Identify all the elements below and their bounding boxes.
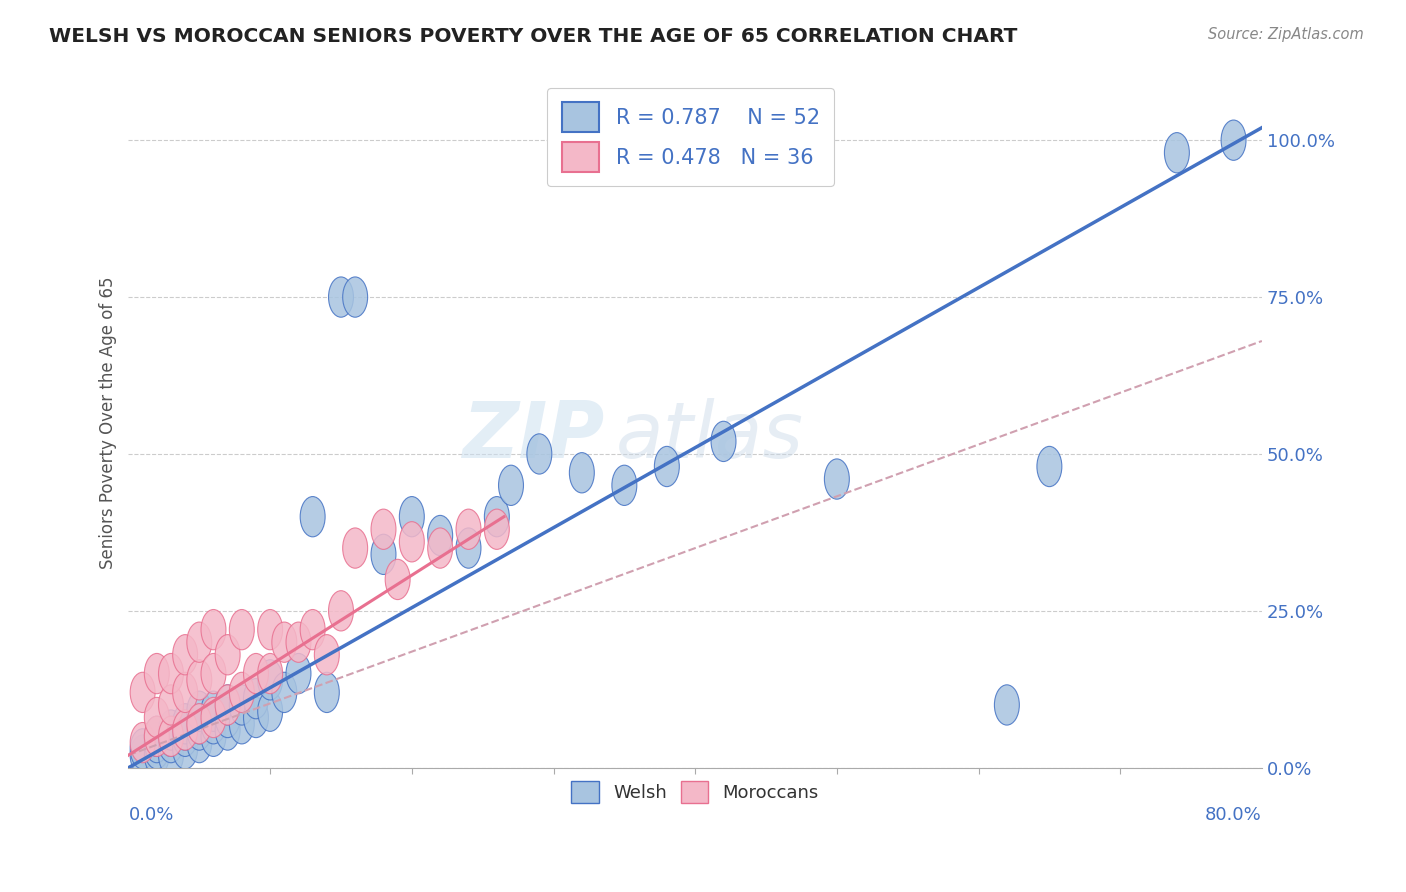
Ellipse shape [145,735,169,775]
Ellipse shape [229,673,254,713]
Ellipse shape [229,685,254,725]
Ellipse shape [173,710,198,750]
Ellipse shape [201,698,226,738]
Ellipse shape [229,609,254,649]
Ellipse shape [187,691,212,731]
Ellipse shape [173,710,198,750]
Ellipse shape [1164,133,1189,173]
Ellipse shape [187,723,212,763]
Ellipse shape [301,497,325,537]
Y-axis label: Seniors Poverty Over the Age of 65: Seniors Poverty Over the Age of 65 [100,277,117,569]
Ellipse shape [1036,446,1062,487]
Text: atlas: atlas [616,399,804,475]
Ellipse shape [201,654,226,694]
Ellipse shape [315,634,339,675]
Ellipse shape [201,704,226,744]
Ellipse shape [173,634,198,675]
Ellipse shape [159,723,183,763]
Ellipse shape [187,704,212,744]
Ellipse shape [285,654,311,694]
Ellipse shape [485,509,509,549]
Ellipse shape [257,654,283,694]
Ellipse shape [399,497,425,537]
Ellipse shape [257,660,283,700]
Ellipse shape [159,735,183,775]
Ellipse shape [187,622,212,663]
Ellipse shape [456,528,481,568]
Ellipse shape [427,528,453,568]
Ellipse shape [187,660,212,700]
Ellipse shape [215,685,240,725]
Text: Source: ZipAtlas.com: Source: ZipAtlas.com [1208,27,1364,42]
Ellipse shape [243,679,269,719]
Ellipse shape [569,452,595,493]
Ellipse shape [173,673,198,713]
Ellipse shape [243,698,269,738]
Ellipse shape [145,716,169,756]
Ellipse shape [824,458,849,500]
Ellipse shape [243,654,269,694]
Text: ZIP: ZIP [463,399,605,475]
Ellipse shape [257,691,283,731]
Ellipse shape [159,654,183,694]
Ellipse shape [215,698,240,738]
Ellipse shape [229,704,254,744]
Ellipse shape [271,622,297,663]
Ellipse shape [385,559,411,599]
Ellipse shape [456,509,481,549]
Legend: Welsh, Moroccans: Welsh, Moroccans [564,774,827,811]
Ellipse shape [159,716,183,756]
Ellipse shape [711,421,735,461]
Ellipse shape [159,716,183,756]
Ellipse shape [187,704,212,744]
Ellipse shape [271,673,297,713]
Ellipse shape [131,673,155,713]
Ellipse shape [173,716,198,756]
Ellipse shape [215,685,240,725]
Ellipse shape [427,516,453,556]
Ellipse shape [612,466,637,506]
Ellipse shape [371,534,396,574]
Ellipse shape [159,710,183,750]
Ellipse shape [499,466,523,506]
Ellipse shape [131,729,155,769]
Ellipse shape [145,698,169,738]
Ellipse shape [145,654,169,694]
Ellipse shape [201,716,226,756]
Ellipse shape [1220,120,1246,161]
Ellipse shape [994,685,1019,725]
Ellipse shape [187,710,212,750]
Ellipse shape [131,735,155,775]
Ellipse shape [399,522,425,562]
Text: WELSH VS MOROCCAN SENIORS POVERTY OVER THE AGE OF 65 CORRELATION CHART: WELSH VS MOROCCAN SENIORS POVERTY OVER T… [49,27,1018,45]
Ellipse shape [159,685,183,725]
Ellipse shape [343,528,367,568]
Text: 80.0%: 80.0% [1205,805,1263,823]
Ellipse shape [301,609,325,649]
Ellipse shape [145,716,169,756]
Ellipse shape [173,704,198,744]
Ellipse shape [527,434,551,474]
Ellipse shape [145,723,169,763]
Ellipse shape [201,609,226,649]
Ellipse shape [343,277,367,318]
Ellipse shape [215,634,240,675]
Ellipse shape [329,277,353,318]
Ellipse shape [131,723,155,763]
Text: 0.0%: 0.0% [128,805,174,823]
Ellipse shape [654,446,679,487]
Ellipse shape [145,729,169,769]
Ellipse shape [201,691,226,731]
Ellipse shape [173,729,198,769]
Ellipse shape [285,622,311,663]
Ellipse shape [485,497,509,537]
Ellipse shape [257,609,283,649]
Ellipse shape [315,673,339,713]
Ellipse shape [215,710,240,750]
Ellipse shape [371,509,396,549]
Ellipse shape [329,591,353,631]
